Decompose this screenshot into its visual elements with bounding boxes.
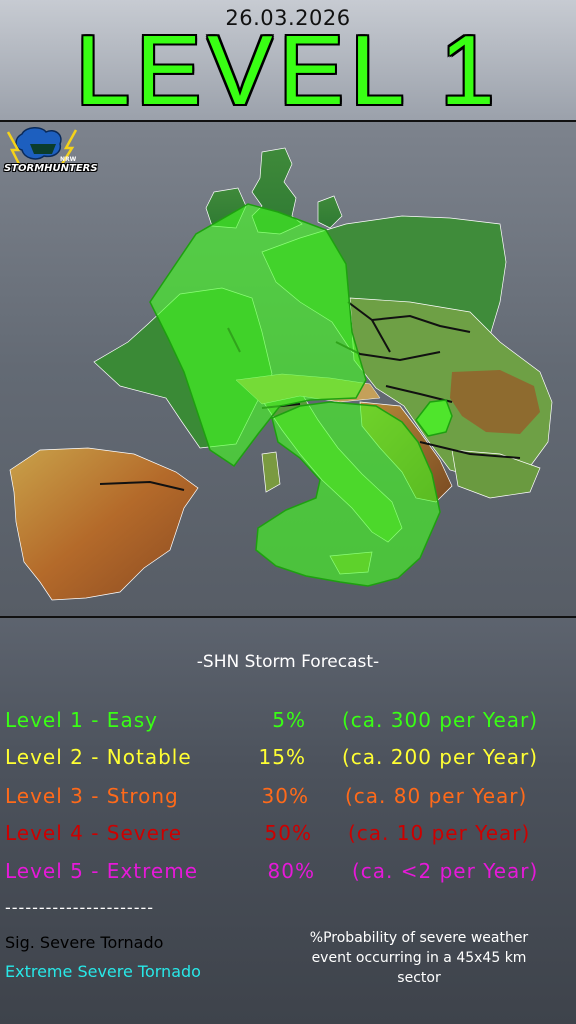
level-title: LEVEL 1 bbox=[75, 15, 501, 125]
extreme-severe-tornado-label: Extreme Severe Tornado bbox=[5, 962, 201, 981]
level-probability: 80% bbox=[267, 859, 315, 883]
divider: ---------------------- bbox=[5, 898, 155, 917]
level-row: Level 1 - Easy 5% (ca. 300 per Year) bbox=[0, 708, 576, 738]
level-frequency: (ca. 300 per Year) bbox=[342, 708, 539, 732]
logo-text: STORMHUNTERS bbox=[4, 163, 98, 174]
iberia bbox=[9, 447, 199, 601]
denmark bbox=[317, 195, 343, 229]
forecast-area-north bbox=[149, 203, 367, 468]
level-row: Level 2 - Notable 15% (ca. 200 per Year) bbox=[0, 745, 576, 775]
level-frequency: (ca. 200 per Year) bbox=[342, 745, 539, 769]
stormhunters-logo-icon bbox=[6, 127, 78, 167]
europe-map-svg bbox=[9, 147, 553, 601]
level-name: Level 4 - Severe bbox=[5, 821, 183, 845]
sig-severe-tornado-label: Sig. Severe Tornado bbox=[5, 933, 164, 952]
forecast-date: 26.03.2026 bbox=[225, 6, 351, 30]
level-row: Level 5 - Extreme 80% (ca. <2 per Year) bbox=[0, 859, 576, 889]
romania-mountains bbox=[450, 370, 540, 434]
level-probability: 5% bbox=[272, 708, 306, 732]
level-name: Level 2 - Notable bbox=[5, 745, 192, 769]
forecast-map bbox=[0, 120, 576, 618]
level-probability: 50% bbox=[264, 821, 312, 845]
bulgaria bbox=[451, 449, 541, 499]
sardinia bbox=[261, 451, 281, 493]
level-row: Level 4 - Severe 50% (ca. 10 per Year) bbox=[0, 821, 576, 851]
forecast-title: -SHN Storm Forecast- bbox=[196, 652, 380, 672]
level-probability: 15% bbox=[258, 745, 306, 769]
forecast-area-small bbox=[415, 399, 453, 437]
forecast-area-italy bbox=[255, 401, 441, 587]
level-frequency: (ca. <2 per Year) bbox=[352, 859, 539, 883]
logo-small-text: NRW bbox=[60, 156, 77, 163]
level-frequency: (ca. 10 per Year) bbox=[348, 821, 531, 845]
level-frequency: (ca. 80 per Year) bbox=[345, 784, 528, 808]
level-probability: 30% bbox=[261, 784, 309, 808]
level-name: Level 3 - Strong bbox=[5, 784, 179, 808]
level-name: Level 1 - Easy bbox=[5, 708, 158, 732]
level-name: Level 5 - Extreme bbox=[5, 859, 198, 883]
level-row: Level 3 - Strong 30% (ca. 80 per Year) bbox=[0, 784, 576, 814]
probability-note: %Probability of severe weather event occ… bbox=[309, 930, 529, 986]
